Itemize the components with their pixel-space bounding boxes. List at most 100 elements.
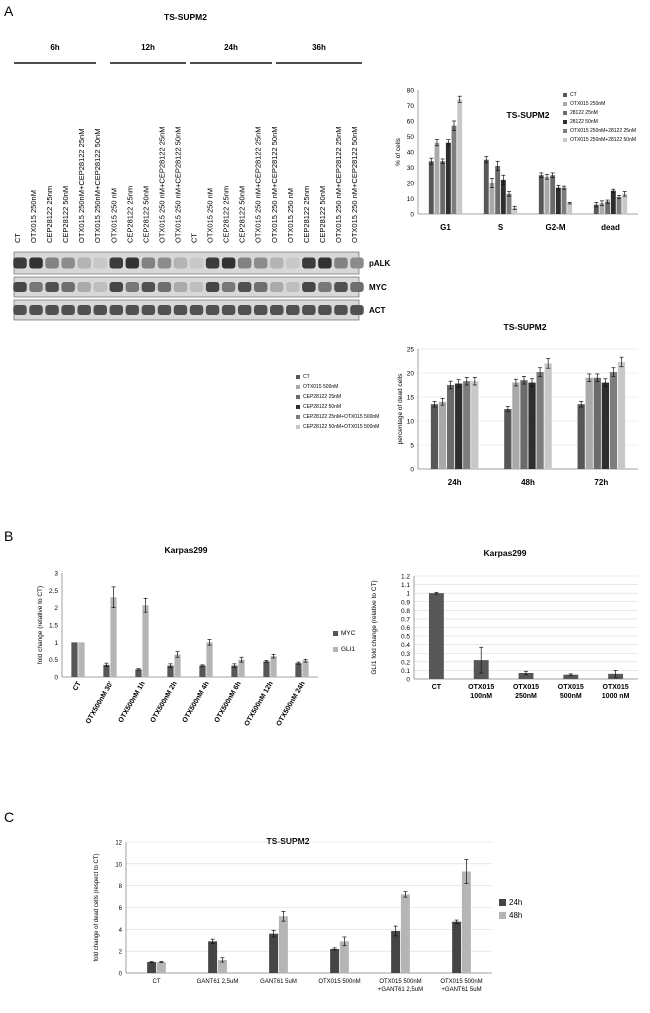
bar — [561, 187, 567, 214]
lane-label: CT — [13, 233, 22, 243]
legend-label: 28122 50nM — [570, 119, 598, 125]
y-tick-label: 3 — [54, 571, 58, 578]
y-axis-label: percentage of dead cells — [397, 373, 404, 445]
blot-band — [29, 282, 43, 292]
y-tick-label: 6 — [119, 906, 123, 912]
legend-label: OTX015 500nM — [303, 384, 338, 390]
x-tick-label: OTX015 — [468, 684, 494, 691]
bar — [302, 660, 309, 677]
chart-title: Karpas299 — [483, 548, 526, 558]
blot-band — [141, 305, 156, 315]
bar — [339, 941, 349, 973]
legend-swatch — [296, 425, 300, 429]
y-tick-label: 0.5 — [401, 634, 410, 641]
blot-band — [318, 305, 332, 315]
y-tick-label: 8 — [119, 884, 123, 890]
blot-band — [77, 282, 91, 292]
legend-swatch — [563, 129, 567, 133]
bar — [538, 175, 544, 214]
y-tick-label: 1.1 — [401, 582, 410, 589]
bar — [512, 207, 518, 214]
bar — [617, 361, 626, 469]
y-tick-label: 0.8 — [401, 608, 410, 615]
blot-band — [93, 305, 107, 315]
blot-band — [93, 282, 107, 292]
x-tick-label: 72h — [594, 478, 608, 487]
cell-cycle-chart: TS-SUPM2 0 10 20 30 40 50 60 70 80 % of cells G1 S G2… — [395, 88, 638, 232]
blot-band — [221, 257, 236, 269]
bar — [147, 962, 157, 973]
bar — [601, 382, 609, 469]
blot-row-label: ACT — [369, 306, 386, 315]
lane-label: CT — [190, 233, 199, 243]
lane-label: OTX015 250 nM+CEP28122 25nM — [157, 126, 166, 243]
bar — [605, 201, 611, 214]
bar — [563, 674, 579, 679]
bar — [504, 409, 512, 469]
panel-label-c: C — [4, 809, 14, 825]
y-tick-label: 0.9 — [401, 599, 410, 606]
y-axis-label: % of cells — [395, 137, 402, 166]
legend-swatch — [333, 631, 338, 636]
blot-row-label: MYC — [369, 283, 387, 292]
lane-label: OTX015 250 nM+CEP28122 50nM — [270, 126, 279, 243]
bar — [430, 404, 439, 469]
bar — [616, 196, 622, 214]
x-tick-label: 100nM — [470, 693, 492, 700]
legend-label: CEP28122 25nM+OTX015 500nM — [303, 414, 379, 420]
blot-band — [237, 282, 252, 292]
x-tick-label: +GANT61 5uM — [441, 987, 481, 993]
legend-swatch — [499, 899, 506, 906]
blot-band — [61, 305, 75, 315]
y-tick-label: 0 — [406, 677, 410, 684]
x-tick-label: 1000 nM — [602, 693, 630, 700]
blot-band — [302, 282, 316, 292]
blot-band — [13, 282, 27, 292]
bar — [512, 382, 520, 469]
blot-band — [334, 305, 348, 315]
y-tick-label: 0.2 — [401, 659, 410, 666]
blot-band — [109, 282, 124, 292]
y-tick-label: 0 — [54, 675, 58, 682]
bar — [528, 382, 536, 469]
y-tick-label: 0.7 — [401, 616, 410, 623]
y-tick-label: 1.2 — [401, 574, 410, 581]
western-blot: TS-SUPM2 6h 12h 24h 36h CT OTX015 250nM CEP28… — [13, 12, 391, 321]
blot-band — [173, 257, 188, 269]
chart-title: TS-SUPM2 — [504, 322, 547, 332]
y-tick-label: 12 — [115, 841, 122, 847]
blot-band — [29, 257, 43, 269]
y-tick-label: 50 — [407, 134, 415, 141]
blot-band — [173, 282, 188, 292]
blot-band — [350, 305, 364, 315]
lane-label: CEP28122 25nm — [222, 186, 231, 243]
blot-band — [109, 257, 124, 269]
x-tick-label: GANT61 5uM — [260, 979, 297, 985]
x-tick-label: OTX500nM 6h — [214, 681, 243, 725]
x-tick-label: OTX015 — [603, 684, 629, 691]
legend-label: MYC — [341, 630, 356, 637]
blot-band — [350, 257, 364, 269]
y-tick-label: 1 — [406, 591, 410, 598]
blot-band — [302, 257, 316, 269]
y-tick-label: 2.5 — [49, 588, 58, 595]
legend-label: CEP28122 50nM+OTX015 500nM — [303, 424, 379, 430]
legend-swatch — [333, 647, 338, 652]
blot-band — [205, 305, 220, 315]
blot-band — [125, 305, 140, 315]
x-tick-label: 250nM — [515, 693, 537, 700]
legend-label: CEP28122 25nM — [303, 394, 341, 400]
y-tick-label: 60 — [407, 119, 415, 126]
x-tick-label: CT — [72, 680, 83, 692]
time-label: 24h — [224, 43, 238, 52]
bar — [135, 669, 142, 677]
y-tick-label: 10 — [407, 196, 415, 203]
lane-label: OTX015 250 nM+CEP28122 25nM — [334, 126, 343, 243]
blot-band — [45, 305, 59, 315]
y-axis-label: GLI1 fold change (relative to CT) — [371, 580, 378, 674]
blot-band — [141, 257, 156, 269]
lane-label: CEP28122 50nM — [61, 186, 70, 243]
blot-band — [45, 282, 59, 292]
blot-band — [253, 282, 268, 292]
